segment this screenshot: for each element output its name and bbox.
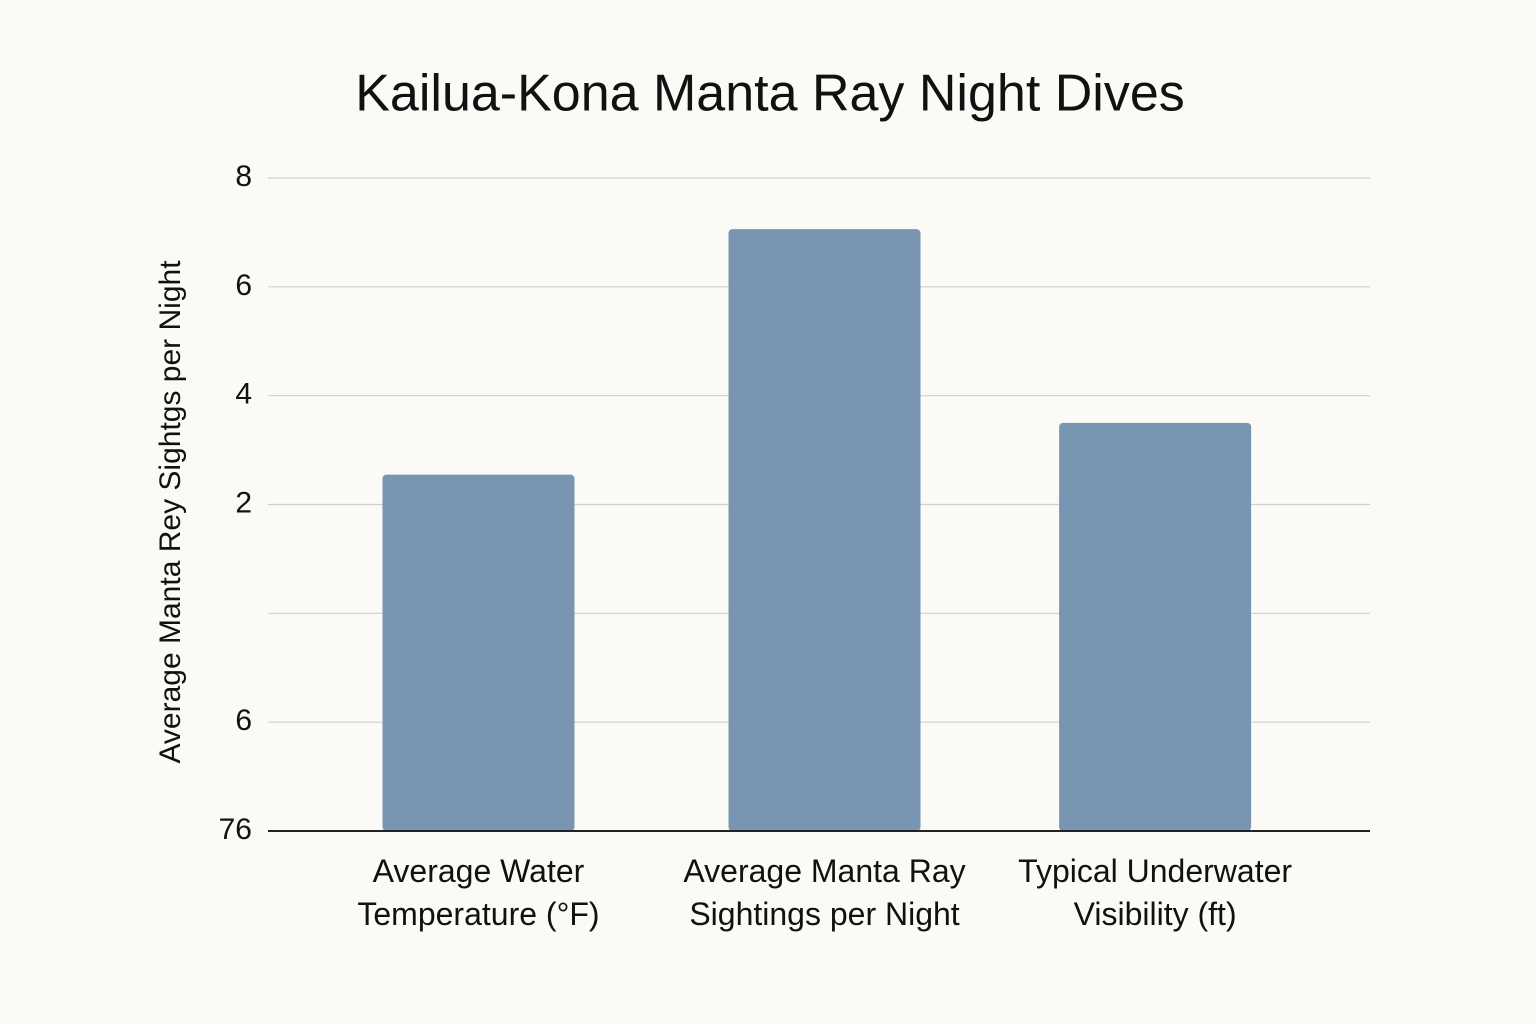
y-tick-label: 6 <box>235 269 252 302</box>
y-tick-label: 8 <box>235 160 252 193</box>
y-tick-label: 6 <box>235 704 252 737</box>
y-tick-label: 2 <box>235 486 252 519</box>
y-tick-label: 76 <box>219 813 252 846</box>
chart-title: Kailua-Kona Manta Ray Night Dives <box>355 65 1185 123</box>
x-tick-label: Average Water Temperature (°F) <box>357 853 600 932</box>
bar <box>728 229 921 831</box>
y-axis-label: Average Manta Rey Sightgs per Night <box>154 260 187 764</box>
bar <box>382 474 575 831</box>
bar <box>1059 422 1252 831</box>
x-tick-label: Average Manta Ray Sightings per Night <box>683 853 966 932</box>
x-tick-label: Typical Underwater Visibility (ft) <box>1018 853 1293 932</box>
y-tick-label: 4 <box>235 378 252 411</box>
